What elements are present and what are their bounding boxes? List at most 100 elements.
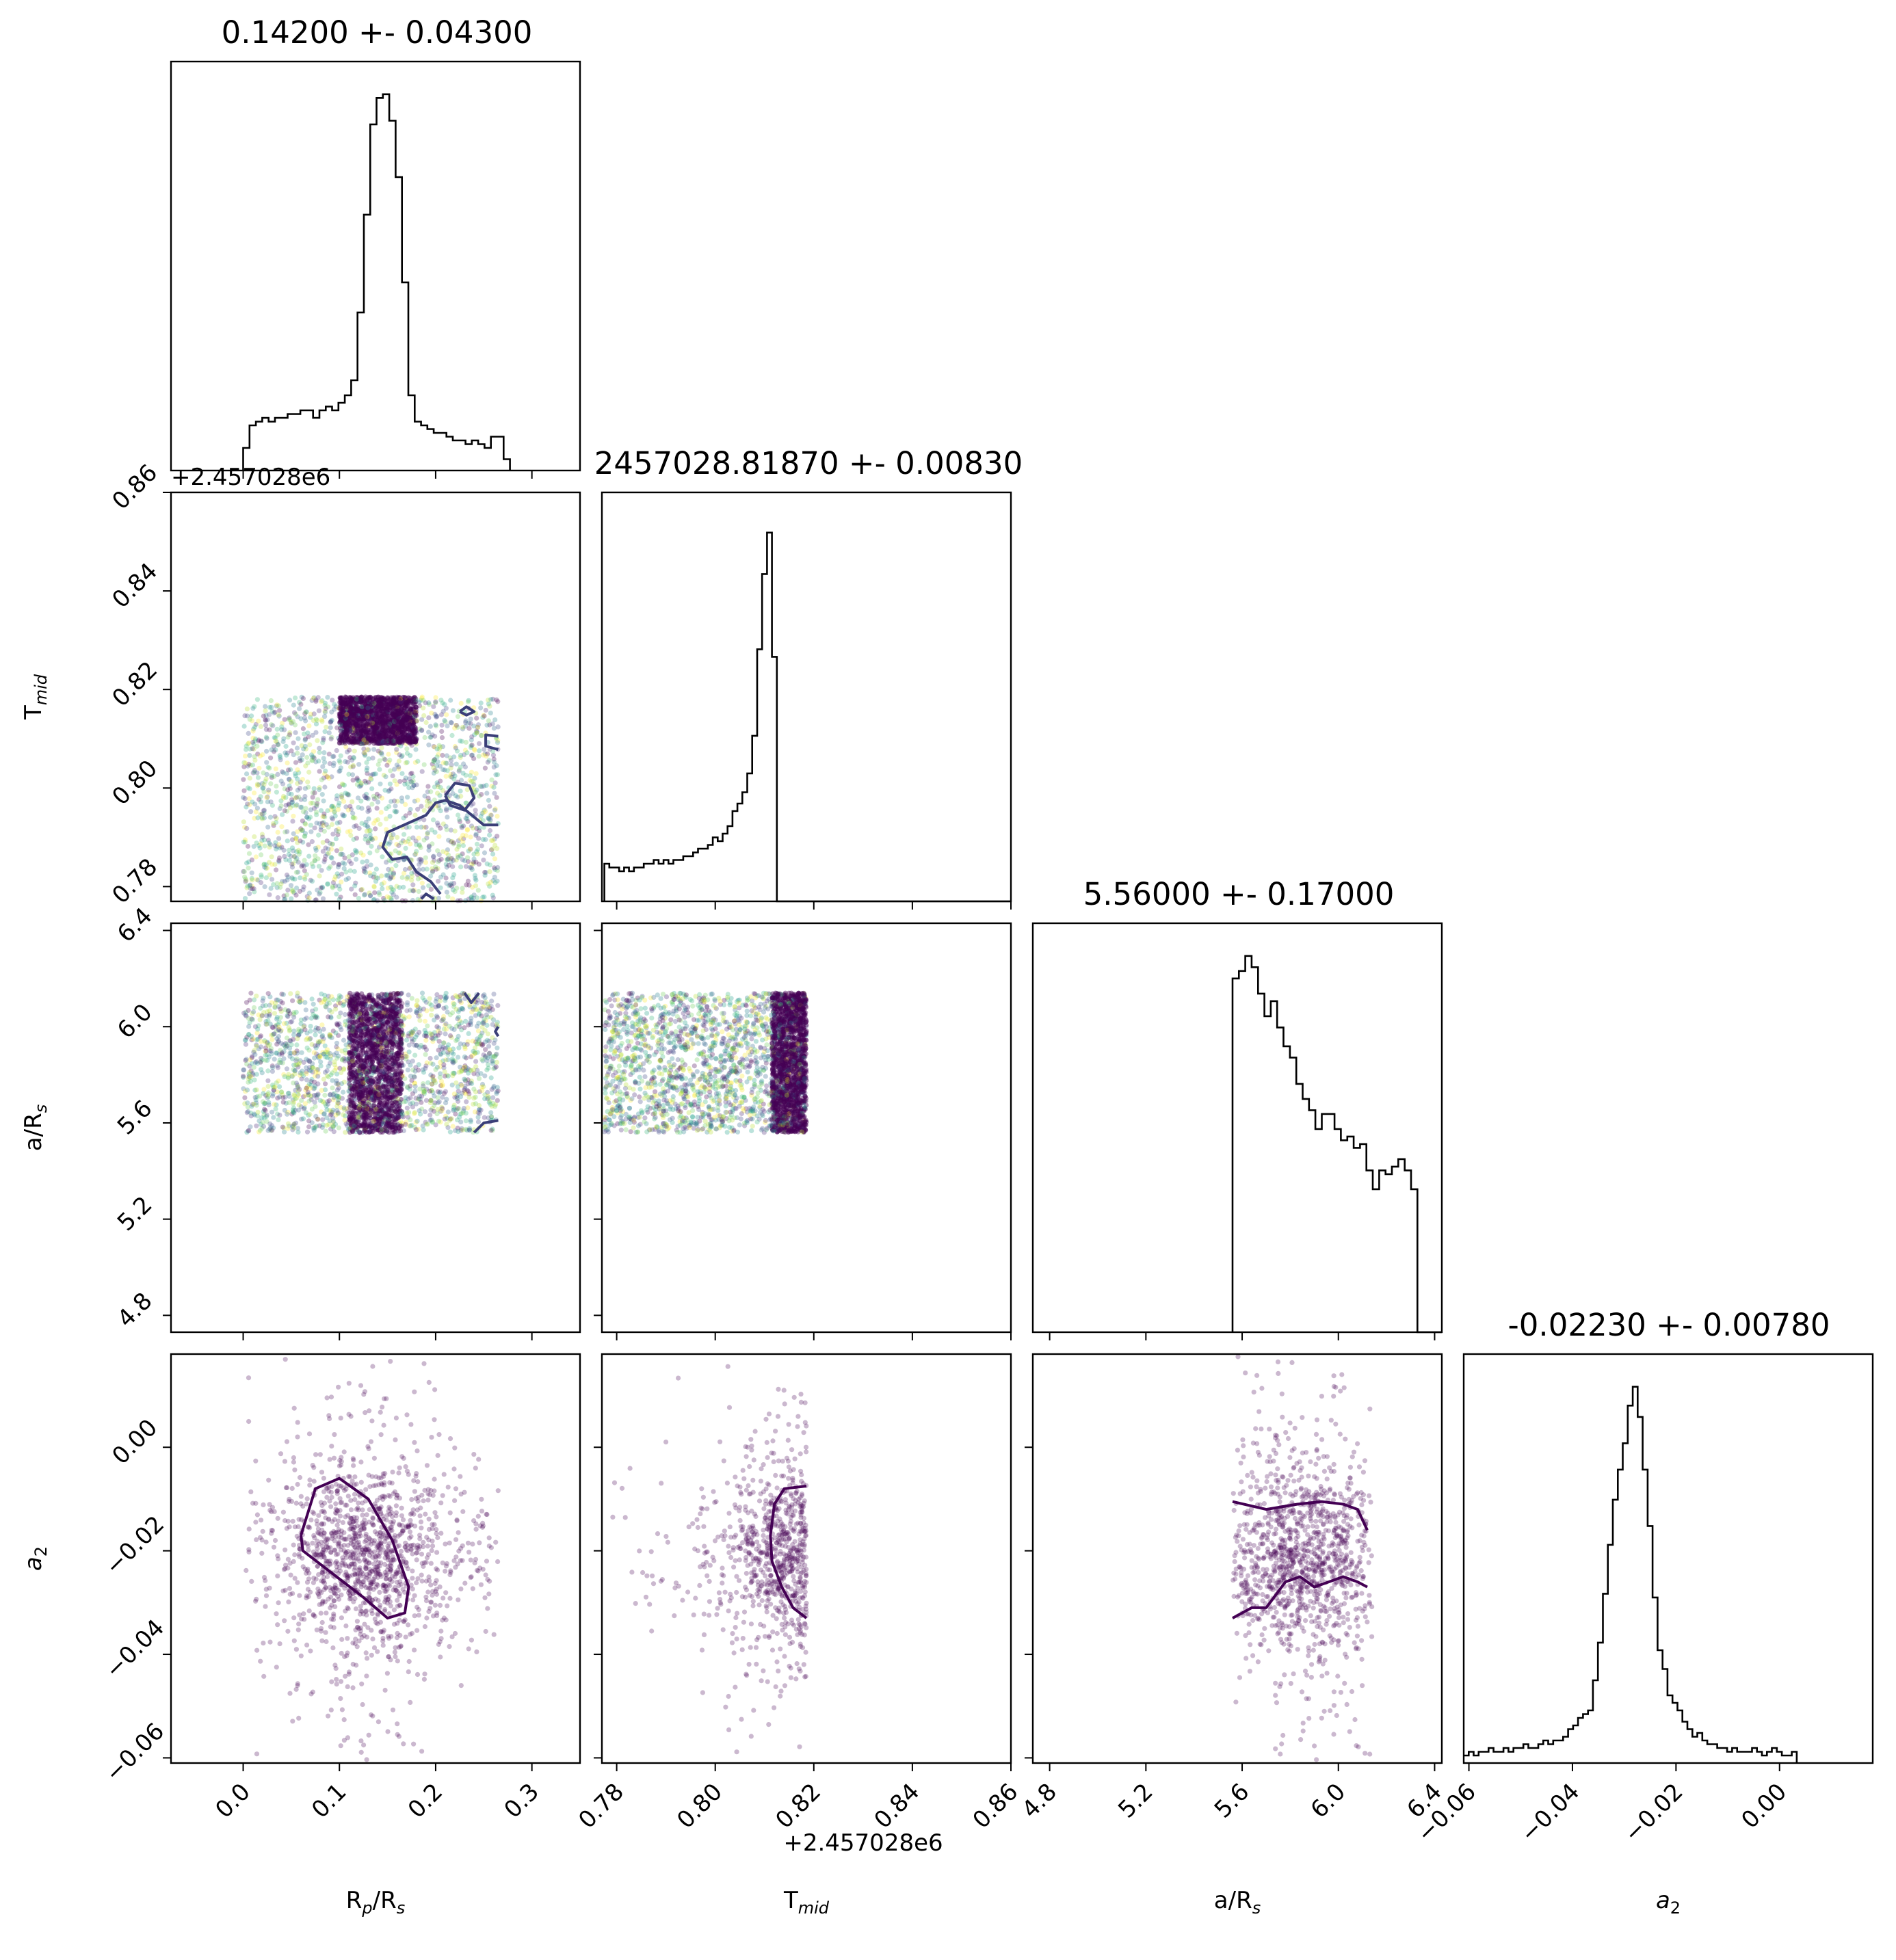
scatter-point — [385, 715, 391, 720]
scatter-point — [393, 713, 399, 719]
scatter-point — [415, 758, 421, 764]
scatter-point — [420, 995, 425, 1001]
scatter-point — [332, 874, 338, 879]
scatter-point — [492, 791, 497, 796]
scatter-point — [326, 846, 331, 851]
scatter-point — [438, 785, 443, 791]
scatter-point — [371, 747, 377, 752]
scatter-point — [282, 750, 288, 756]
panel-bg — [602, 923, 1011, 1332]
scatter-point — [289, 837, 295, 843]
scatter-point — [426, 843, 432, 849]
scatter-point — [393, 700, 399, 705]
scatter-point — [427, 1112, 433, 1117]
scatter-point — [263, 704, 268, 709]
scatter-point — [356, 825, 362, 831]
scatter-point — [377, 892, 382, 897]
scatter-point — [313, 1032, 318, 1037]
scatter-point — [247, 786, 252, 791]
scatter-point — [285, 787, 291, 793]
scatter-point — [451, 776, 457, 782]
scatter-point — [494, 795, 499, 800]
scatter-point — [323, 1081, 328, 1087]
scatter-point — [286, 851, 291, 857]
scatter-point — [276, 855, 282, 861]
scatter-point — [468, 721, 473, 726]
scatter-point — [392, 741, 397, 746]
scatter-point — [369, 738, 374, 744]
scatter-point — [252, 834, 257, 840]
scatter-point — [272, 1057, 277, 1062]
scatter-point — [269, 854, 274, 860]
scatter-point — [487, 832, 492, 838]
scatter-point — [393, 863, 399, 869]
scatter-point — [408, 841, 413, 847]
scatter-point — [285, 1111, 290, 1117]
scatter-point — [365, 734, 371, 740]
scatter-point — [453, 761, 459, 767]
scatter-point — [283, 802, 289, 808]
scatter-point — [318, 808, 324, 813]
scatter-point — [343, 791, 348, 796]
scatter-point — [491, 765, 497, 770]
scatter-point — [316, 832, 321, 838]
scatter-point — [242, 874, 248, 879]
scatter-point — [495, 864, 501, 871]
scatter-point — [345, 717, 351, 723]
scatter-point — [401, 832, 407, 837]
scatter-point — [448, 698, 453, 703]
panel-bg — [602, 1354, 1011, 1763]
scatter-point — [364, 858, 370, 864]
scatter-point — [254, 806, 260, 811]
scatter-point — [277, 708, 282, 713]
scatter-point — [441, 1005, 447, 1011]
scatter-point — [337, 758, 342, 763]
scatter-point — [385, 710, 391, 715]
panel-bg — [602, 492, 1011, 901]
scatter-point — [269, 877, 275, 882]
scatter-point — [439, 728, 445, 734]
scatter-point — [247, 753, 252, 758]
scatter-point — [421, 808, 427, 813]
scatter-point — [488, 879, 493, 885]
scatter-point — [491, 784, 497, 790]
scatter-point — [271, 821, 276, 826]
scatter-point — [280, 739, 286, 745]
scatter-point — [396, 739, 401, 745]
scatter-point — [394, 694, 400, 700]
scatter-point — [258, 794, 263, 799]
scatter-point — [355, 725, 360, 730]
scatter-point — [347, 828, 353, 834]
scatter-point — [245, 802, 250, 807]
scatter-point — [386, 760, 391, 765]
scatter-point — [259, 816, 265, 821]
scatter-point — [478, 700, 484, 706]
scatter-point — [463, 1118, 469, 1124]
scatter-point — [485, 759, 490, 765]
scatter-point — [295, 1129, 301, 1135]
scatter-point — [317, 873, 322, 879]
scatter-point — [287, 847, 292, 853]
scatter-point — [469, 895, 474, 901]
scatter-point — [285, 750, 290, 756]
scatter-point — [490, 892, 495, 898]
scatter-point — [422, 734, 427, 741]
scatter-point — [298, 838, 303, 844]
scatter-point — [410, 785, 415, 791]
scatter-point — [368, 862, 373, 868]
scatter-point — [415, 797, 421, 803]
scatter-point — [466, 882, 472, 888]
scatter-point — [287, 698, 293, 703]
scatter-point — [369, 702, 375, 708]
scatter-point — [247, 717, 252, 722]
scatter-point — [289, 719, 294, 725]
scatter-point — [365, 697, 370, 702]
scatter-point — [460, 1006, 465, 1011]
scatter-point — [303, 709, 308, 715]
scatter-point — [274, 783, 279, 789]
scatter-point — [313, 759, 319, 765]
scatter-point — [366, 756, 371, 762]
scatter-point — [241, 819, 246, 825]
scatter-point — [250, 763, 255, 768]
scatter-point — [387, 719, 393, 724]
